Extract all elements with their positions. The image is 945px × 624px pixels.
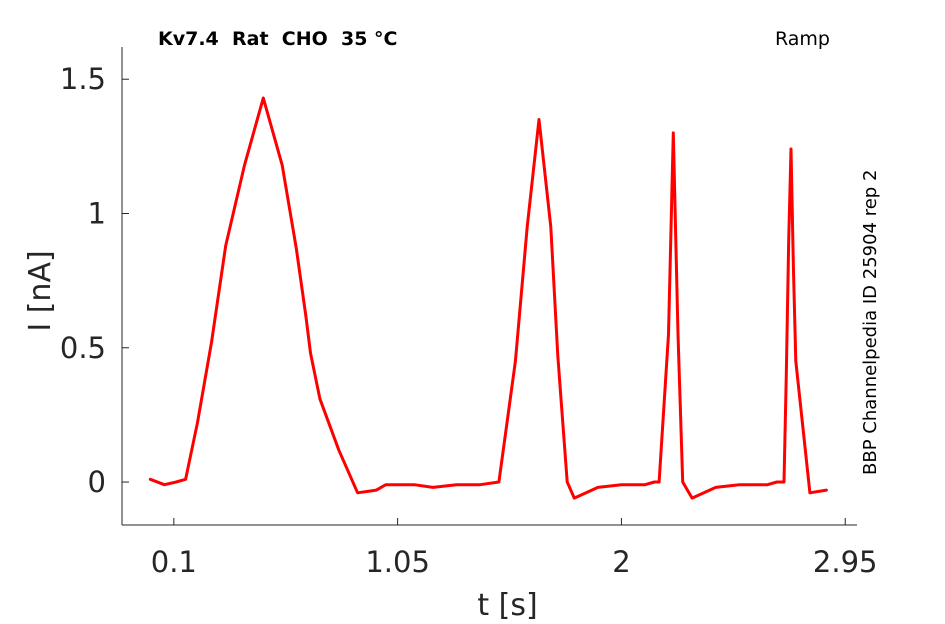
- y-tick-label: 1.5: [60, 62, 106, 96]
- y-axis-label: I [nA]: [23, 250, 58, 331]
- x-tick-label: 0.1: [151, 545, 197, 579]
- current-trace: [148, 96, 828, 500]
- y-tick-label: 1: [88, 196, 106, 230]
- x-axis-label: t [s]: [477, 588, 537, 623]
- side-label: BBP Channelpedia ID 25904 rep 2: [860, 169, 881, 475]
- protocol-label: Ramp: [775, 28, 830, 50]
- x-tick-label: 2.95: [813, 545, 878, 579]
- y-tick-label: 0.5: [60, 331, 106, 365]
- y-tick-label: 0: [88, 465, 106, 499]
- chart-title: Kv7.4 Rat CHO 35 °C: [158, 28, 398, 50]
- x-tick-label: 2: [612, 545, 630, 579]
- x-tick-label: 1.05: [365, 545, 430, 579]
